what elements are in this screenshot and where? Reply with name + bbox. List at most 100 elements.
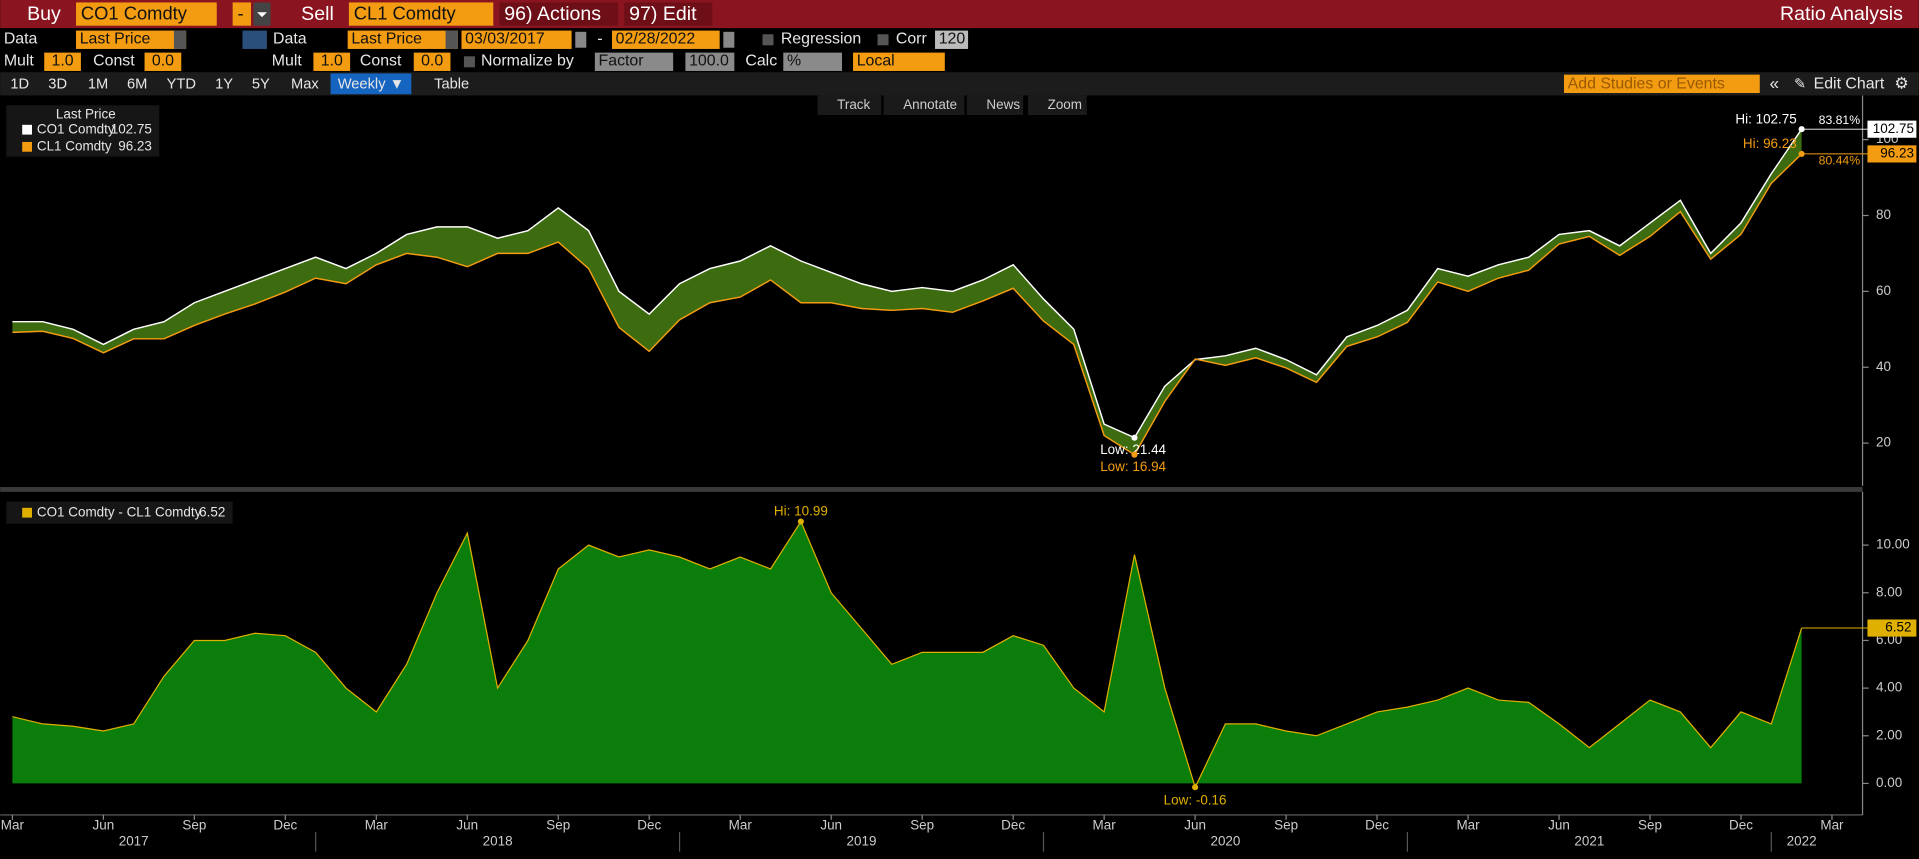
checkbox[interactable] [762,34,774,46]
data2-input[interactable] [347,30,458,49]
last-value-text: 96.23 [1880,145,1914,160]
mult-input[interactable] [44,52,81,71]
const2-input[interactable] [413,52,451,71]
legend-swatch [22,124,32,135]
end-date: 02/28/2022 [616,30,696,47]
tool-label[interactable]: News [986,97,1020,112]
calc-input[interactable] [783,52,843,71]
mult2-label: Mult [272,52,303,69]
period-button[interactable]: 5Y [252,76,270,92]
hi-value: 10.99 [794,503,828,518]
period-button[interactable]: 6M [127,76,147,92]
studies-input[interactable] [1563,74,1760,93]
x-tick-label: Sep [546,818,570,833]
x-tick-label: Mar [1820,818,1844,833]
title: Ratio Analysis [1780,3,1903,25]
start-date-input[interactable] [461,30,572,49]
period-button[interactable]: YTD [167,76,196,92]
period-button[interactable]: 1M [88,76,108,92]
x-tick-label: Dec [1729,818,1753,833]
percent-annotation: 80.44% [1819,154,1861,168]
x-tick-label: Dec [273,818,297,833]
x-tick-label: Sep [1274,818,1298,833]
tool-button[interactable] [817,95,882,116]
x-tick-label: Mar [1456,818,1480,833]
chart-tools: Track Annotate News Zoom [817,95,1087,116]
settings-icon[interactable]: ⚙ [1894,76,1908,93]
dash-box[interactable] [232,2,252,26]
sell-input[interactable] [348,2,494,26]
tool-label[interactable]: Track [837,97,870,112]
const-input[interactable] [144,52,182,71]
tool-button[interactable] [1028,95,1087,116]
legend-title: Last Price [56,107,116,122]
dropdown[interactable] [445,30,458,49]
normalize-label: Normalize by [481,52,574,69]
period-buttons: 1D 3D 1M 6M YTD 1Y 5Y Max Weekly ▼ Table [10,73,469,95]
local-input[interactable] [853,52,945,71]
factor-input[interactable] [594,52,674,71]
hi-prefix: Hi: [1735,111,1751,126]
last-value-tag [1867,120,1917,138]
period-button[interactable]: 3D [48,76,67,92]
low-label: Low: -0.16 [1164,792,1227,807]
period-button[interactable]: 1Y [215,76,233,92]
low-label: Low: 16.94 [1100,459,1166,474]
spread-band [12,129,1802,455]
period-button[interactable]: Max [291,76,319,92]
factor-value-input[interactable] [685,52,735,71]
percent-annotation: 83.81% [1819,113,1861,127]
sell-label: Sell [301,3,334,25]
year-label: 2019 [847,833,877,848]
data-value: Last Price [80,30,151,47]
checkbox[interactable] [877,34,889,46]
tool-label[interactable]: Annotate [903,97,957,112]
edit-chart[interactable]: Edit Chart [1814,76,1885,93]
legend-swatch [22,141,32,152]
y-tick-label: 40 [1876,359,1891,374]
data-input[interactable] [76,30,187,49]
date-separator: - [597,30,602,47]
mult2-input[interactable] [313,52,351,71]
collapse-icon[interactable]: « [1770,73,1780,93]
y-tick-label: 8.00 [1876,584,1902,599]
legend-value: 96.23 [118,138,152,153]
x-tick-label: Mar [365,818,389,833]
pencil-icon: ✎ [1794,76,1806,92]
swap-icon[interactable] [242,30,267,49]
const2-value: 0.0 [421,52,443,69]
period-button[interactable]: Weekly ▼ [338,76,404,92]
end-date-input[interactable] [611,30,720,49]
actions: 96) Actions [504,3,601,25]
tool-label[interactable]: Zoom [1048,97,1082,112]
x-tick-label: Mar [1093,818,1117,833]
corr-input[interactable] [935,30,969,49]
corr-label: Corr [896,30,928,47]
data-label: Data [4,30,38,47]
tool-button[interactable] [883,95,965,116]
corr-value: 120 [939,30,966,47]
x-tick-label: Sep [910,818,934,833]
low-label: Low: 21.44 [1100,441,1166,456]
calendar-icon[interactable] [575,31,587,48]
buy-ticker: CO1 Comdty [81,3,188,24]
period-button[interactable]: Table [434,76,469,92]
period-button[interactable]: 1D [10,76,29,92]
last-value-text: 6.52 [1885,620,1911,635]
dash: - [238,3,244,24]
buy-input[interactable] [76,2,217,26]
actions-button[interactable] [499,2,619,26]
period-selected[interactable] [330,73,412,95]
legend-swatch [22,507,32,518]
calendar-icon[interactable] [723,31,735,48]
checkbox[interactable] [463,56,475,68]
hi-prefix: Hi: [1743,136,1759,151]
const-value: 0.0 [152,52,174,69]
hi-label: Hi: 96.23 [1743,136,1797,151]
edit-button[interactable] [624,2,713,26]
period-bar [0,72,1919,96]
data2-value: Last Price [351,30,422,47]
y-tick-label: 20 [1876,435,1891,450]
dropdown[interactable] [173,30,187,49]
tool-button[interactable] [966,95,1024,116]
